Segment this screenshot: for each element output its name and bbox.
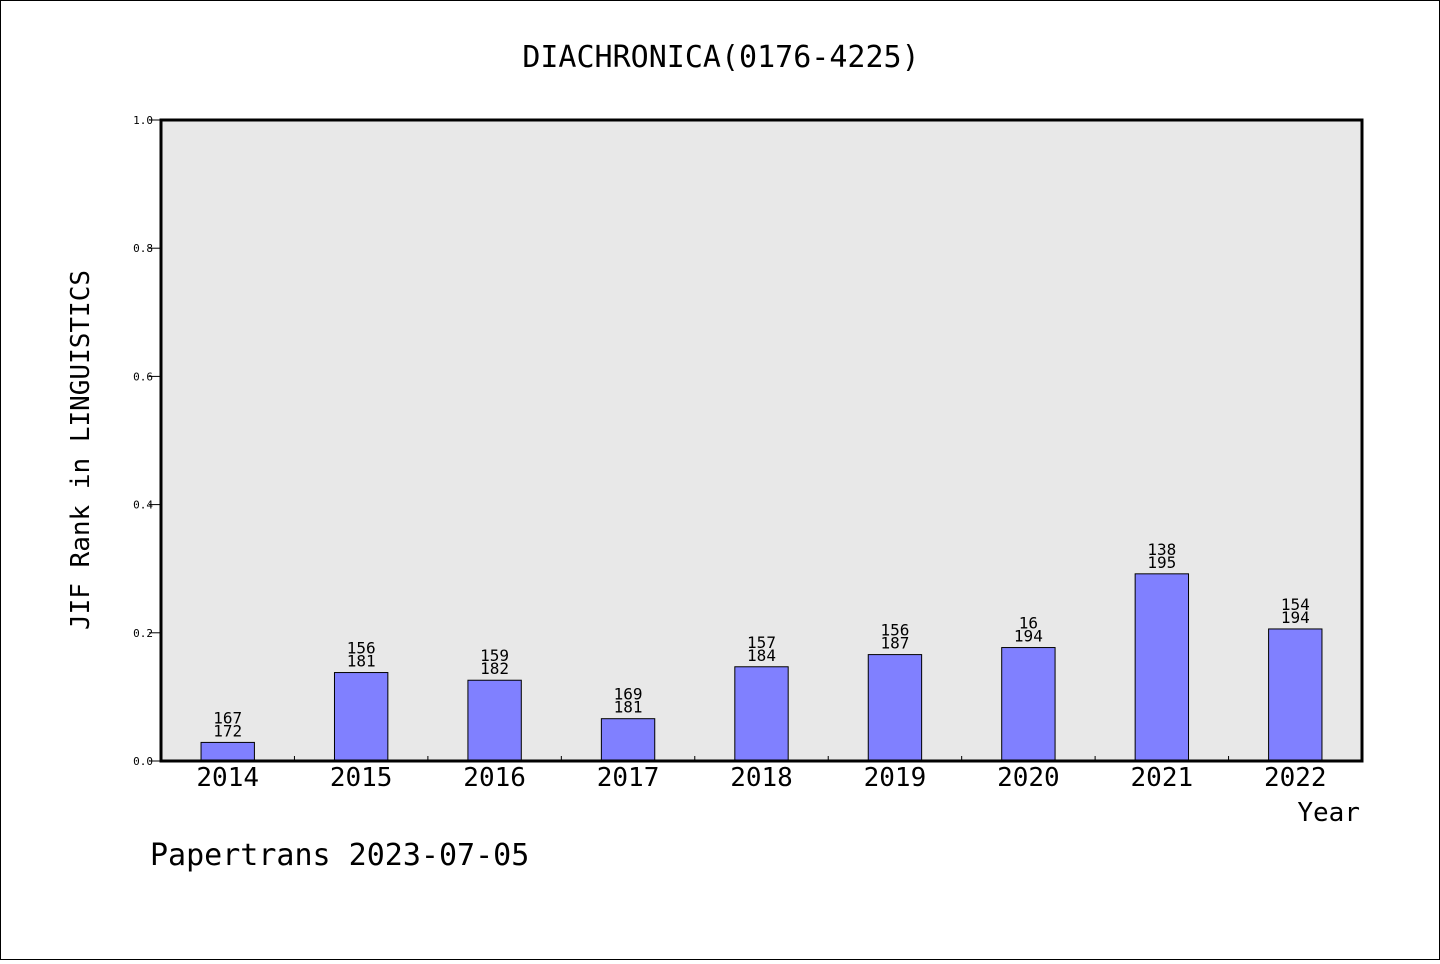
x-tick-label-2017: 2017 — [597, 763, 660, 793]
bar-label-top-2016: 159 — [480, 646, 509, 665]
bar-label-top-2018: 157 — [747, 633, 776, 652]
bar-label-top-2020: 16 — [1019, 614, 1038, 633]
bar-label-top-2015: 156 — [347, 639, 376, 658]
bar-label-bottom-2022: 194 — [1281, 608, 1310, 627]
y-tick-label-1.0: 1.0 — [133, 114, 153, 127]
bar-label-top-2019: 156 — [880, 621, 909, 640]
plot-border — [159, 118, 1364, 763]
bar-2021 — [1134, 573, 1190, 762]
x-tick-label-2022: 2022 — [1264, 763, 1327, 793]
y-tick-label-0.6: 0.6 — [133, 370, 153, 383]
x-tick-label-2018: 2018 — [730, 763, 793, 793]
footer-watermark: Papertrans 2023-07-05 — [150, 838, 529, 873]
y-axis-label: JIF Rank in LINGUISTICS — [66, 270, 96, 630]
bar-label-top-2017: 169 — [614, 685, 643, 704]
bar-label-bottom-2019: 187 — [880, 634, 909, 653]
bars-group — [200, 573, 1323, 762]
chart-title: DIACHRONICA(0176-4225) — [522, 40, 919, 75]
y-tick-label-0.4: 0.4 — [133, 499, 153, 512]
bar-label-bottom-2014: 172 — [213, 721, 242, 740]
x-tick-label-2021: 2021 — [1131, 763, 1194, 793]
x-tick-label-2020: 2020 — [997, 763, 1060, 793]
bar-label-top-2014: 167 — [213, 708, 242, 727]
bar-label-bottom-2018: 184 — [747, 646, 776, 665]
bar-2019 — [867, 654, 923, 762]
bar-2020 — [1001, 647, 1056, 762]
x-axis-label: Year — [1297, 798, 1360, 828]
bar-2022 — [1268, 628, 1323, 762]
bar-label-bottom-2021: 195 — [1147, 553, 1176, 572]
bar-2018 — [734, 666, 789, 762]
y-tick-label-0.0: 0.0 — [133, 755, 153, 768]
x-tick-label-2019: 2019 — [864, 763, 927, 793]
bar-2015 — [333, 672, 389, 762]
bar-label-bottom-2016: 182 — [480, 659, 509, 678]
y-tick-label-0.8: 0.8 — [133, 242, 153, 255]
y-tick-label-0.2: 0.2 — [133, 627, 153, 640]
x-tick-label-2016: 2016 — [463, 763, 526, 793]
y-axis: 0.0 0.2 0.4 0.6 0.8 1.0 — [133, 114, 161, 768]
bar-2016 — [467, 679, 522, 762]
x-axis: 2014 2015 2016 2017 2018 2019 2020 2021 2022 — [196, 756, 1327, 793]
bar-label-bottom-2015: 181 — [347, 652, 376, 671]
bar-label-bottom-2017: 181 — [614, 698, 643, 717]
bar-label-bottom-2020: 194 — [1014, 627, 1043, 646]
bar-2014 — [200, 741, 255, 762]
bar-2017 — [600, 718, 656, 762]
bar-label-top-2022: 154 — [1281, 595, 1310, 614]
bar-label-top-2021: 138 — [1147, 540, 1176, 559]
x-tick-label-2014: 2014 — [196, 763, 259, 793]
x-tick-label-2015: 2015 — [330, 763, 393, 793]
